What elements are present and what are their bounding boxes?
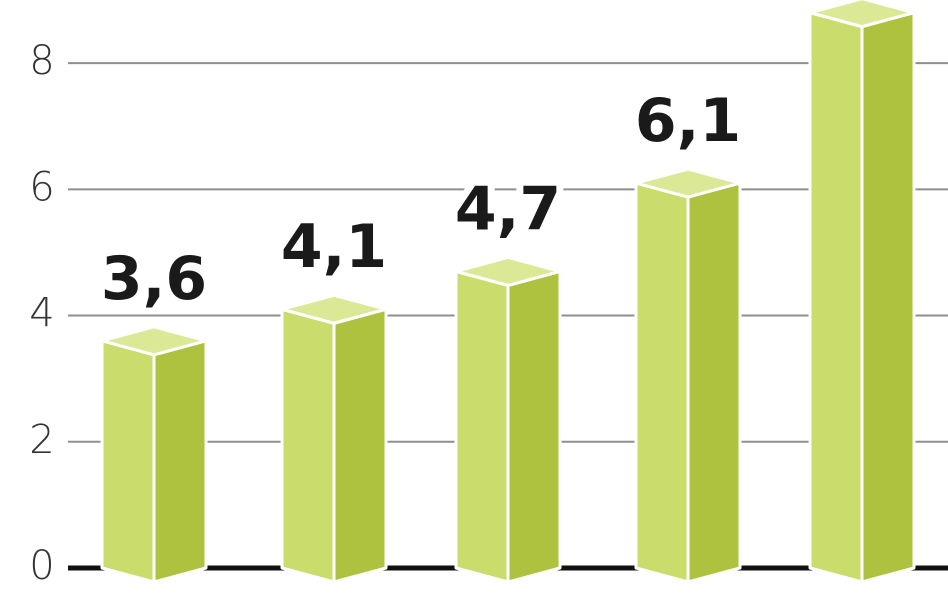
y-tick-label: 6 <box>29 164 54 210</box>
value-label: 4,7 <box>455 174 561 244</box>
bar <box>280 293 388 584</box>
y-tick-label: 8 <box>29 38 54 84</box>
bar-top-face <box>280 293 388 325</box>
bar <box>454 255 562 584</box>
bar-top-face <box>634 167 742 199</box>
y-tick-label: 0 <box>29 543 54 589</box>
bar-right-face <box>332 307 388 584</box>
bar-left-face <box>634 181 690 584</box>
bar-right-face <box>506 269 562 584</box>
bar-left-face <box>808 11 864 584</box>
y-tick-label: 4 <box>29 291 54 337</box>
bar <box>808 0 916 584</box>
value-label: 6,1 <box>635 86 741 156</box>
bar-top-face <box>100 325 208 357</box>
bar-left-face <box>100 339 156 584</box>
bar <box>634 167 742 584</box>
value-label: 3,6 <box>101 244 207 314</box>
bar-top-face <box>454 255 562 287</box>
bar-right-face <box>860 11 916 584</box>
y-tick-label: 2 <box>29 417 54 463</box>
bar-right-face <box>686 181 742 584</box>
value-label: 4,1 <box>281 212 387 282</box>
bar <box>100 325 208 584</box>
bar-left-face <box>280 307 336 584</box>
bar-right-face <box>152 339 208 584</box>
bar-top-face <box>808 0 916 29</box>
bar-left-face <box>454 269 510 584</box>
